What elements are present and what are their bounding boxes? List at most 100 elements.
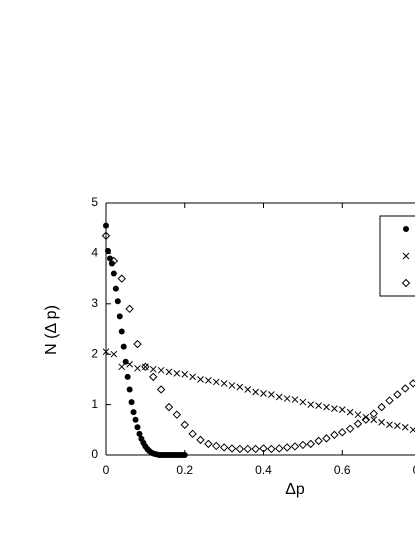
point <box>181 371 189 378</box>
point <box>227 444 237 453</box>
point <box>141 362 150 372</box>
point <box>164 402 174 412</box>
legend-box <box>379 215 415 297</box>
point <box>109 256 119 266</box>
point <box>189 373 196 381</box>
point <box>173 369 181 377</box>
point <box>180 420 189 429</box>
point <box>156 385 166 394</box>
point <box>252 388 259 396</box>
point <box>220 380 228 387</box>
y-tick-label: 3 <box>91 296 98 310</box>
point <box>133 339 142 349</box>
point <box>346 408 354 416</box>
y-tick-label: 4 <box>91 246 98 260</box>
point <box>299 398 307 406</box>
point <box>103 222 109 229</box>
point <box>236 383 244 391</box>
point <box>212 441 221 451</box>
point <box>275 444 284 453</box>
point <box>393 390 402 399</box>
point <box>244 386 252 393</box>
point <box>110 350 118 358</box>
point <box>110 270 117 277</box>
point <box>172 410 182 419</box>
point <box>116 313 123 320</box>
point <box>118 363 126 371</box>
point <box>323 403 330 411</box>
point <box>243 444 252 454</box>
point <box>268 391 275 398</box>
point <box>118 328 125 335</box>
legend-marker <box>401 278 411 288</box>
point <box>354 411 362 419</box>
point <box>212 378 220 386</box>
point <box>134 364 141 372</box>
point <box>149 372 158 382</box>
point <box>290 442 300 451</box>
point <box>104 247 111 254</box>
point <box>345 424 355 433</box>
y-axis-label: N (Δ p) <box>43 305 60 355</box>
point <box>267 444 276 454</box>
point <box>205 377 212 384</box>
point <box>394 422 401 430</box>
y-tick-label: 1 <box>91 397 98 411</box>
point <box>338 428 347 437</box>
x-tick-label: 0.8 <box>413 463 415 477</box>
point <box>314 436 323 446</box>
point <box>307 401 315 408</box>
point <box>291 396 299 403</box>
point <box>401 384 410 393</box>
point <box>125 304 134 314</box>
point <box>386 421 393 429</box>
point <box>136 430 143 437</box>
point <box>306 439 315 449</box>
legend-marker <box>403 226 409 232</box>
point <box>378 418 385 426</box>
x-tick-label: 0.4 <box>255 463 272 477</box>
point <box>165 368 173 376</box>
point <box>124 373 131 380</box>
point <box>108 260 115 267</box>
point <box>260 390 267 397</box>
point <box>275 393 283 401</box>
point <box>385 396 394 405</box>
point <box>134 424 141 431</box>
point <box>114 298 121 305</box>
point <box>408 379 415 388</box>
point <box>130 409 137 416</box>
point <box>117 274 126 283</box>
point <box>196 435 205 445</box>
y-tick-label: 0 <box>91 447 98 461</box>
point <box>377 402 386 412</box>
point <box>282 443 292 452</box>
point <box>353 419 363 428</box>
point <box>409 426 415 434</box>
point <box>322 434 331 443</box>
legend-marker <box>402 252 410 260</box>
point <box>149 365 157 373</box>
point <box>315 402 322 409</box>
point <box>338 406 346 413</box>
point <box>126 386 133 393</box>
point <box>157 366 165 374</box>
point <box>181 452 188 458</box>
point <box>132 416 139 423</box>
point <box>283 395 291 402</box>
point <box>330 430 339 440</box>
point <box>401 423 409 431</box>
point <box>112 285 119 292</box>
point <box>259 444 268 453</box>
point <box>197 376 204 383</box>
x-tick-label: 0.6 <box>334 463 351 477</box>
point <box>370 416 378 424</box>
x-tick-label: 0 <box>103 463 110 477</box>
x-axis-label: Δp <box>285 481 305 498</box>
point <box>188 429 197 439</box>
point <box>369 409 378 418</box>
y-tick-label: 2 <box>91 346 98 360</box>
point <box>101 231 111 240</box>
